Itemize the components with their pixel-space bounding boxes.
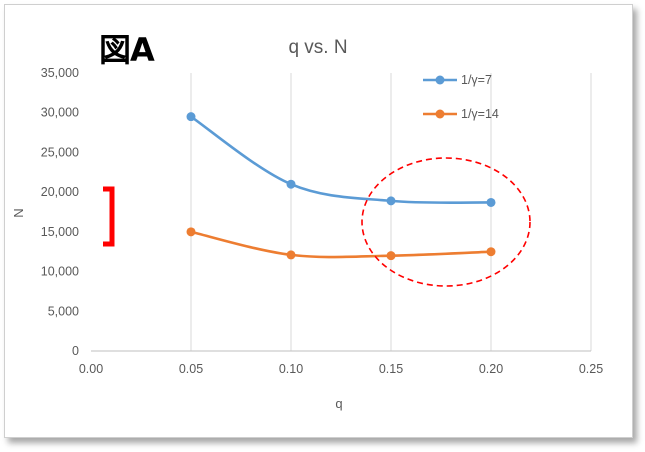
x-tick-label: 0.20 (479, 362, 503, 376)
legend: 1/γ=7 1/γ=14 (423, 73, 499, 121)
legend-swatch-marker (435, 109, 445, 119)
data-point (386, 196, 396, 206)
legend-entry-label: 1/γ=14 (461, 107, 499, 121)
y-tick-label: 20,000 (41, 185, 79, 199)
data-point (286, 250, 296, 260)
data-point (286, 179, 296, 189)
x-axis-title: q (335, 396, 342, 411)
red-bracket (103, 186, 115, 247)
chart-title: q vs. N (288, 37, 347, 58)
data-point (386, 251, 396, 261)
series-line (190, 115, 492, 205)
y-tick-label: 0 (72, 344, 79, 358)
x-tick-label: 0.15 (379, 362, 403, 376)
y-tick-label: 15,000 (41, 225, 79, 239)
data-point (486, 247, 496, 257)
data-point (186, 112, 196, 122)
chart-canvas: 0.00 0.05 0.10 0.15 0.20 0.25 0 5,000 10,000 15,0… (11, 37, 603, 411)
data-point (186, 227, 196, 237)
y-tick-label: 5,000 (48, 304, 79, 318)
series-layer (186, 112, 496, 261)
annotation-layer (103, 157, 531, 287)
legend-entry-label: 1/γ=7 (461, 73, 492, 87)
figure-label: 図A (99, 31, 155, 69)
data-point (486, 197, 496, 207)
x-tick-label: 0.10 (279, 362, 303, 376)
axis-layer: 0.00 0.05 0.10 0.15 0.20 0.25 0 5,000 10,000 15,0… (41, 66, 603, 376)
dashed-ellipse-highlight (361, 157, 531, 287)
y-tick-label: 35,000 (41, 66, 79, 80)
y-tick-label: 30,000 (41, 106, 79, 120)
y-axis-title: N (11, 208, 26, 217)
y-tick-label: 25,000 (41, 145, 79, 159)
x-tick-label: 0.00 (79, 362, 103, 376)
x-tick-label: 0.05 (179, 362, 203, 376)
legend-swatch-marker (435, 75, 445, 85)
chart-frame: 0.00 0.05 0.10 0.15 0.20 0.25 0 5,000 10,000 15,0… (4, 4, 633, 438)
grid-layer (190, 73, 592, 351)
y-tick-label: 10,000 (41, 265, 79, 279)
series-line (190, 230, 492, 259)
x-tick-label: 0.25 (579, 362, 603, 376)
